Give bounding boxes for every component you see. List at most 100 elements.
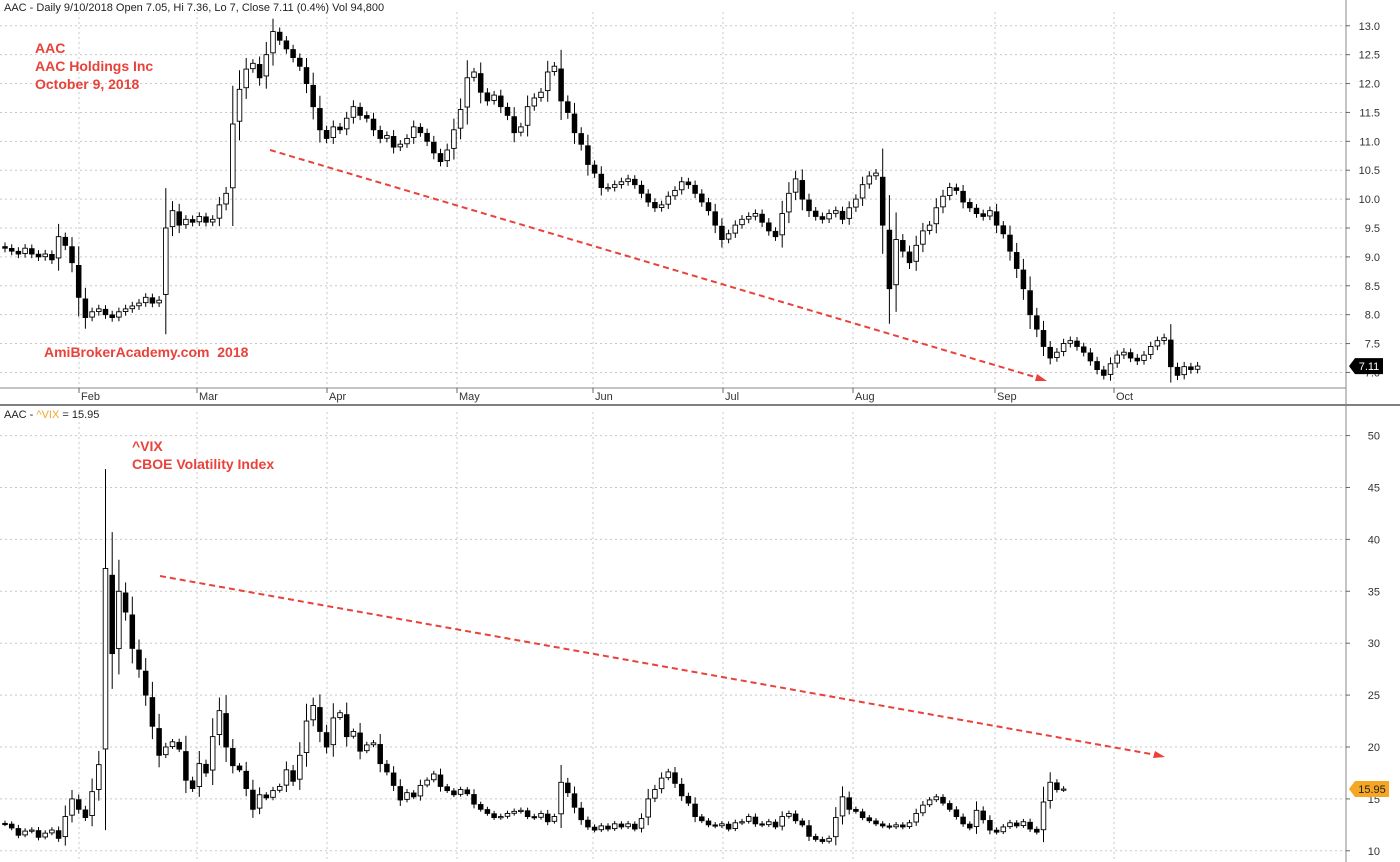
price-candle-body — [638, 184, 645, 194]
vix-candle-body — [42, 832, 48, 838]
vix-candle-body — [417, 784, 424, 797]
price-candle-body — [209, 218, 216, 223]
price-candle-body — [538, 91, 544, 98]
vix-y-tick-label: 45 — [1368, 482, 1380, 494]
vix-candle-body — [551, 816, 558, 822]
vix-candle-body — [645, 798, 651, 818]
vix-candle-body — [390, 772, 397, 786]
vix-annotation-name: CBOE Volatility Index — [132, 456, 274, 472]
vix-candle-body — [933, 796, 940, 801]
price-candle-body — [1161, 337, 1167, 341]
price-candle-body — [1101, 369, 1107, 376]
price-candle-body — [953, 187, 960, 191]
price-grid — [0, 12, 1346, 388]
price-candle-body — [1114, 354, 1120, 364]
vix-candle-body — [967, 823, 973, 829]
price-candle-body — [1080, 346, 1087, 353]
price-candle-body — [658, 204, 665, 208]
price-candle-body — [745, 215, 752, 220]
month-tick-label: Sep — [997, 391, 1017, 403]
price-candle-body — [109, 314, 115, 319]
price-candle-body — [1054, 351, 1060, 358]
price-candle-body — [993, 211, 1000, 226]
vix-candle-body — [62, 816, 69, 838]
vix-candle-body — [1000, 826, 1007, 833]
vix-candle-body — [136, 649, 142, 670]
price-candle-body — [136, 302, 142, 307]
vix-candle-body — [8, 823, 15, 829]
price-candle-body — [196, 215, 203, 223]
price-candle-body — [89, 311, 95, 318]
vix-candle-body — [230, 748, 236, 767]
price-candle-body — [8, 248, 15, 252]
price-candle-body — [424, 132, 430, 142]
price-candle-body — [1121, 351, 1127, 356]
vix-candle-body — [156, 728, 162, 756]
vix-candle-body — [585, 819, 591, 828]
vix-candle-body — [176, 741, 182, 750]
price-y-tick-label: 12.0 — [1359, 79, 1380, 91]
price-candle-body — [846, 207, 852, 219]
vix-candle-body — [504, 812, 511, 817]
price-candle-body — [49, 254, 55, 261]
price-candle-body — [792, 178, 799, 193]
price-candle-body — [2, 246, 8, 249]
price-candle-body — [980, 213, 986, 217]
vix-candle-body — [605, 825, 611, 830]
price-candle-body — [752, 213, 759, 217]
vix-candle-body — [122, 592, 129, 613]
price-candle-body — [672, 189, 678, 197]
price-y-axis: 7.07.58.08.59.09.510.010.511.011.512.012… — [1346, 21, 1380, 379]
price-candle-body — [477, 73, 484, 93]
vix-trendline — [159, 575, 1163, 757]
price-candle-body — [276, 31, 283, 41]
price-candle-body — [879, 176, 886, 226]
price-candle-body — [598, 173, 605, 189]
price-y-tick-label: 12.5 — [1359, 50, 1380, 62]
vix-candle-body — [705, 820, 712, 826]
vix-header: AAC - ^VIX = 15.95 — [4, 409, 99, 421]
vix-candle-body — [1060, 788, 1067, 791]
vix-candle-body — [920, 804, 926, 814]
price-candle-body — [893, 239, 899, 286]
price-candle-body — [1087, 352, 1094, 362]
vix-candle-body — [283, 769, 290, 786]
price-candle-body — [1027, 290, 1033, 316]
vix-candle-body — [900, 824, 906, 828]
vix-candle-body — [652, 789, 658, 799]
price-candle-body — [243, 68, 249, 89]
vix-y-tick-label: 35 — [1368, 586, 1380, 598]
vix-candle-body — [69, 798, 75, 816]
vix-candle-body — [739, 821, 745, 824]
price-candle-body — [55, 236, 62, 259]
price-candle-body — [62, 236, 69, 246]
vix-candle-body — [638, 818, 645, 829]
vix-candle-body — [511, 810, 517, 814]
vix-candle-body — [712, 824, 718, 827]
price-candle-body — [585, 145, 591, 165]
price-header: AAC - Daily 9/10/2018 Open 7.05, Hi 7.36… — [4, 2, 384, 14]
price-candle-body — [618, 181, 625, 185]
vix-candle-body — [812, 836, 819, 840]
vix-candle-body — [350, 730, 357, 737]
price-candle-body — [1060, 343, 1067, 352]
price-candle-body — [1074, 340, 1080, 347]
vix-candle-body — [169, 741, 176, 748]
price-candle-body — [337, 126, 343, 131]
vix-candle-body — [906, 822, 913, 828]
price-candle-body — [544, 71, 551, 92]
vix-candle-body — [337, 712, 343, 718]
price-candle-body — [1013, 252, 1020, 269]
price-y-tick-label: 9.5 — [1365, 223, 1380, 235]
vix-candle-body — [571, 793, 578, 808]
vix-candle-body — [873, 820, 879, 825]
price-candle-body — [310, 84, 316, 108]
vix-candle-body — [75, 799, 82, 810]
vix-candle-body — [893, 824, 899, 828]
vix-candle-body — [303, 720, 310, 754]
price-candle-body — [377, 130, 383, 139]
price-badge-text: 7.11 — [1359, 361, 1380, 373]
month-tick-label: Jul — [725, 391, 739, 403]
